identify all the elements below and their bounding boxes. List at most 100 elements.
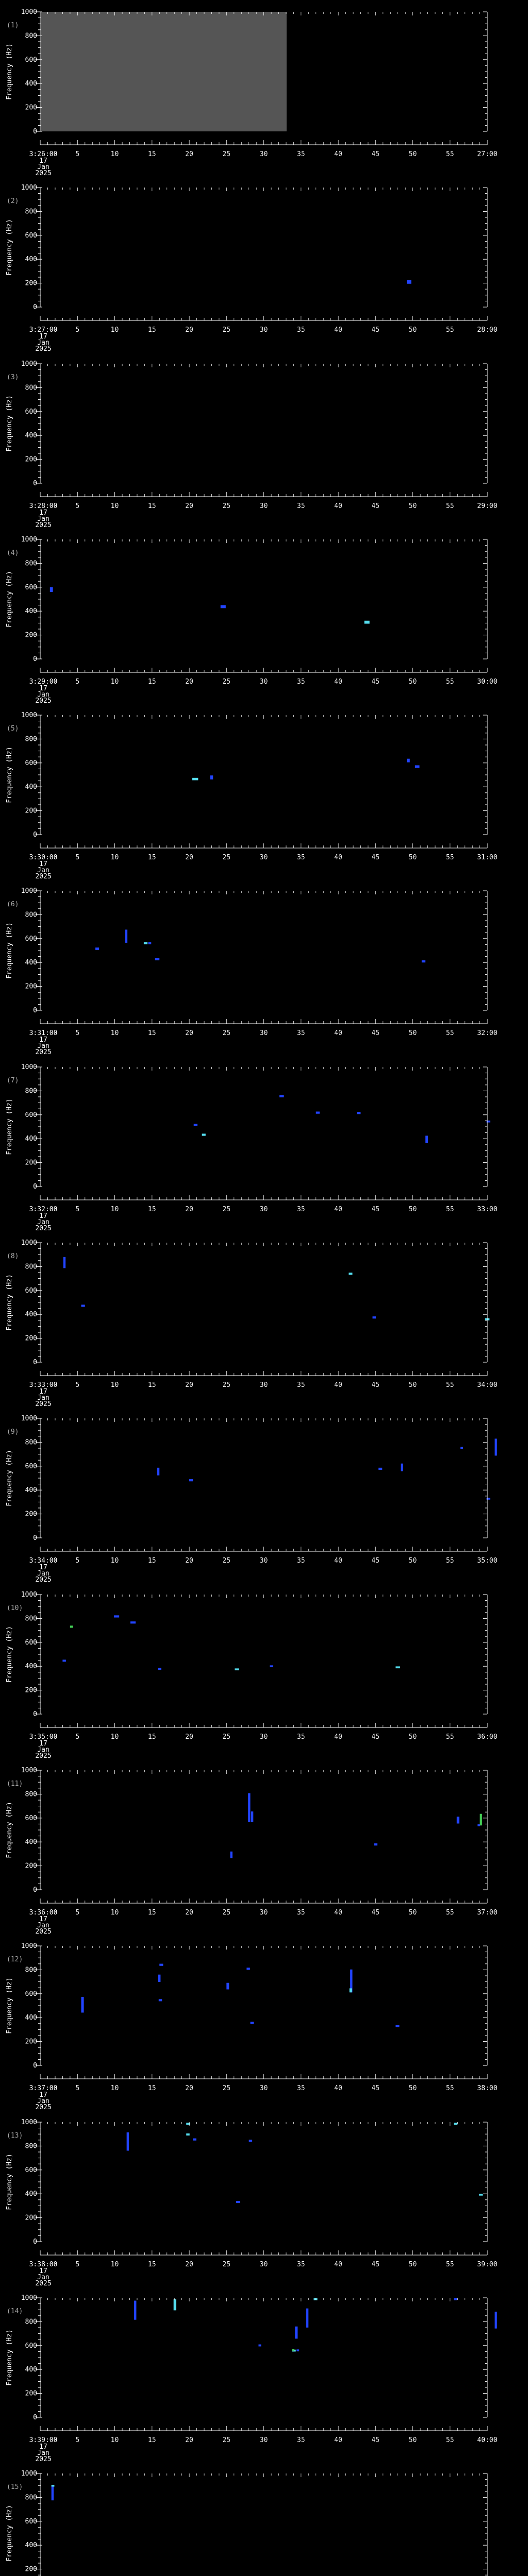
time-tick-label: 15 [148,1029,156,1037]
detection-mark-cyan [143,942,148,944]
y-tick-label: 1000 [21,184,37,192]
time-end-label: 34:00 [477,1381,497,1389]
panel-number-label: (5) [7,725,19,733]
detection-mark-blue [134,2300,137,2320]
time-end-label: 35:00 [477,1557,497,1565]
time-end-label: 31:00 [477,854,497,861]
y-axis-title: Frequency (Hz) [6,2505,13,2562]
time-tick-label: 25 [222,1557,230,1565]
time-tick-label: 35 [297,1733,305,1741]
time-tick-label: 25 [222,1909,230,1917]
time-tick-label: 10 [111,1909,119,1917]
detection-mark-blue [250,2022,254,2024]
y-tick-label: 400 [25,2541,37,2549]
time-tick-label: 55 [446,1381,454,1389]
time-tick-label: 30 [260,1557,268,1565]
y-tick-label: 200 [25,1511,37,1518]
detection-mark-blue [126,2132,129,2151]
time-start-label: 3:30:00 [29,854,58,861]
y-tick-label: 800 [25,2142,37,2150]
detection-mark-green [292,2349,294,2351]
time-start-label: 3:35:00 [29,1733,58,1741]
date-line: 2025 [35,1752,51,1760]
time-tick-label: 40 [334,326,342,334]
time-tick-label: 25 [222,502,230,510]
time-tick-label: 5 [75,326,79,334]
detection-mark-blue [425,1136,428,1143]
date-line: 2025 [35,1928,51,1936]
time-tick-label: 10 [111,2084,119,2092]
detection-mark-cyan [186,2123,190,2125]
detection-mark-blue [51,2485,54,2501]
y-tick-label: 1000 [21,536,37,544]
detection-mark-blue [62,1659,66,1662]
detection-mark-blue [81,1304,85,1307]
date-line: Jan [37,691,49,699]
date-line: 17 [39,2443,47,2451]
time-tick-label: 55 [446,678,454,686]
date-line: Jan [37,1042,49,1050]
time-tick-label: 5 [75,150,79,158]
time-tick-label: 30 [260,1733,268,1741]
time-tick-label: 50 [409,326,417,334]
nodata-block [41,12,287,131]
time-tick-label: 20 [185,1909,193,1917]
time-tick-label: 45 [371,502,380,510]
time-tick-label: 5 [75,502,79,510]
y-tick-label: 1000 [21,1591,37,1599]
y-tick-label: 200 [25,2214,37,2222]
time-tick-label: 15 [148,1733,156,1741]
time-tick-label: 10 [111,2436,119,2444]
detection-mark-blue [306,2308,309,2328]
y-axis-title: Frequency (Hz) [6,1274,13,1331]
time-tick-label: 35 [297,1206,305,1213]
time-tick-label: 45 [371,2261,380,2268]
time-tick-label: 20 [185,1381,193,1389]
y-tick-label: 800 [25,2318,37,2326]
detection-mark-blue [279,1095,284,1097]
y-tick-label: 600 [25,232,37,240]
detection-mark-blue [226,1982,229,1990]
time-tick-label: 50 [409,502,417,510]
y-tick-label: 600 [25,1111,37,1119]
y-tick-label: 800 [25,1790,37,1798]
y-tick-label: 800 [25,32,37,40]
y-tick-label: 1000 [21,8,37,16]
detection-mark-blue [296,2349,300,2351]
time-tick-label: 45 [371,1909,380,1917]
time-tick-label: 20 [185,1733,193,1741]
y-tick-label: 400 [25,256,37,263]
time-tick-label: 15 [148,678,156,686]
time-tick-label: 10 [111,502,119,510]
detection-mark-blue [158,1974,161,1982]
time-tick-label: 55 [446,1029,454,1037]
time-tick-label: 25 [222,326,230,334]
time-tick-label: 20 [185,1557,193,1565]
time-tick-label: 20 [185,150,193,158]
time-tick-label: 45 [371,1381,380,1389]
y-axis-title: Frequency (Hz) [6,571,13,628]
time-end-label: 40:00 [477,2436,497,2444]
y-tick-label: 600 [25,759,37,767]
time-tick-label: 15 [148,2436,156,2444]
y-tick-label: 600 [25,1639,37,1647]
time-tick-label: 20 [185,1029,193,1037]
time-tick-label: 35 [297,2436,305,2444]
time-tick-label: 55 [446,1557,454,1565]
time-tick-label: 30 [260,1381,268,1389]
time-tick-label: 40 [334,2084,342,2092]
y-tick-label: 1000 [21,1767,37,1774]
detection-mark-cyan [314,2298,318,2300]
time-tick-label: 25 [222,1029,230,1037]
time-tick-label: 5 [75,2436,79,2444]
y-tick-label: 800 [25,1615,37,1622]
time-tick-label: 5 [75,2261,79,2268]
y-axis-title: Frequency (Hz) [6,2154,13,2210]
time-tick-label: 40 [334,1909,342,1917]
y-tick-label: 0 [33,2062,37,2070]
y-tick-label: 1000 [21,1239,37,1247]
y-axis-title: Frequency (Hz) [6,1450,13,1506]
time-tick-label: 15 [148,854,156,861]
date-line: 17 [39,860,47,868]
